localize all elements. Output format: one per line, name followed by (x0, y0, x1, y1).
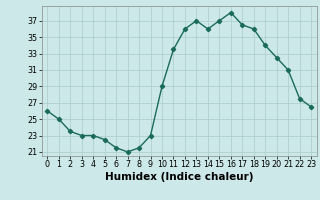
X-axis label: Humidex (Indice chaleur): Humidex (Indice chaleur) (105, 172, 253, 182)
